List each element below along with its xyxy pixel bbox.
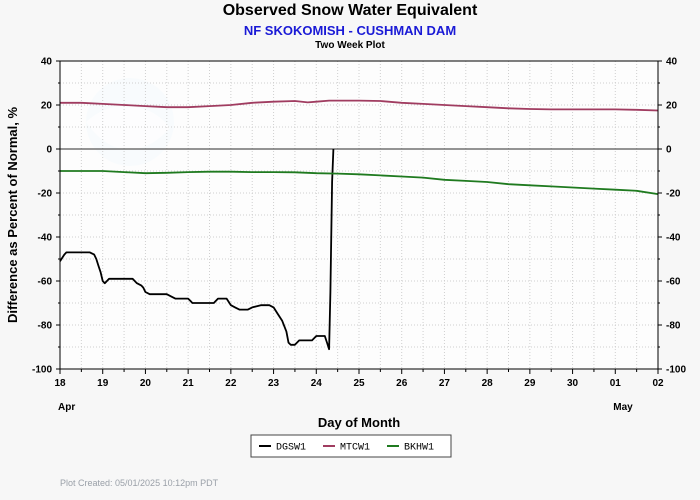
- y-tick-label-right: 40: [666, 57, 678, 68]
- gridlines: [60, 61, 658, 369]
- y-tick-label: -40: [38, 233, 53, 244]
- y-tick-label-right: -20: [666, 189, 681, 200]
- legend-label-mtcw1: MTCW1: [340, 443, 370, 454]
- y-tick-label: -80: [38, 321, 53, 332]
- y-tick-label: 0: [46, 145, 52, 156]
- x-tick-label: 27: [439, 378, 451, 389]
- y-tick-label: -60: [38, 277, 53, 288]
- series-line-dgsw1: [59, 148, 335, 351]
- y-tick-label: 40: [41, 57, 53, 68]
- x-tick-label: 22: [225, 378, 237, 389]
- series-line-mtcw1: [60, 99, 659, 112]
- y-tick-label: -20: [38, 189, 53, 200]
- x-tick-label: 21: [183, 378, 195, 389]
- plot-label: Two Week Plot: [315, 40, 385, 51]
- y-tick-label: 20: [41, 101, 53, 112]
- month-label: May: [613, 402, 633, 413]
- chart-subtitle: NF SKOKOMISH - CUSHMAN DAM: [243, 23, 457, 38]
- x-tick-label: 19: [97, 378, 109, 389]
- y-tick-label-right: -40: [666, 233, 681, 244]
- axes: 40 40 20 20 0 0 -20 -20 -40 -40 -60 -60 -80 -80 -100 -1…: [32, 57, 686, 414]
- x-tick-label: 01: [610, 378, 622, 389]
- x-tick-label: 02: [652, 378, 664, 389]
- x-axis-label: Day of Month: [318, 415, 400, 430]
- y-tick-label-right: 0: [666, 145, 672, 156]
- y-tick-label-right: 20: [666, 101, 678, 112]
- x-tick-label: 23: [268, 378, 280, 389]
- y-tick-label-right: -60: [666, 277, 681, 288]
- x-tick-label: 30: [567, 378, 579, 389]
- x-tick-label: 29: [524, 378, 536, 389]
- month-label: Apr: [58, 402, 75, 413]
- legend-label-bkhw1: BKHW1: [404, 443, 434, 454]
- x-tick-label: 26: [396, 378, 408, 389]
- plot-created-note: Plot Created: 05/01/2025 10:12pm PDT: [60, 478, 219, 488]
- y-axis-label: Difference as Percent of Normal, %: [5, 107, 20, 323]
- x-tick-label: 24: [311, 378, 323, 389]
- x-tick-label: 20: [140, 378, 152, 389]
- legend-label-dgsw1: DGSW1: [276, 443, 306, 454]
- legend-box: [250, 434, 452, 458]
- y-tick-label: -100: [32, 365, 52, 376]
- x-tick-label: 25: [353, 378, 365, 389]
- series-layer: [59, 99, 659, 351]
- x-tick-label: 18: [54, 378, 66, 389]
- x-tick-label: 28: [482, 378, 494, 389]
- y-tick-label-right: -100: [666, 365, 686, 376]
- series-line-bkhw1: [60, 170, 659, 195]
- legend: DGSW1 MTCW1 BKHW1: [250, 434, 452, 458]
- chart-title: Observed Snow Water Equivalent: [222, 2, 478, 19]
- y-tick-label-right: -80: [666, 321, 681, 332]
